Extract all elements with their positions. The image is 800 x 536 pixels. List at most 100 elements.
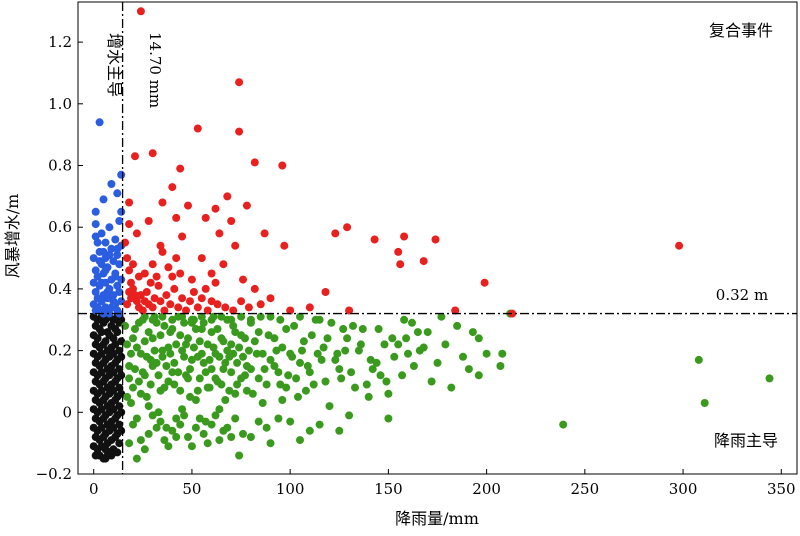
point-neither [113, 448, 122, 457]
point-rain-dominant [276, 380, 285, 389]
point-rain-dominant [184, 334, 192, 343]
point-neither [97, 423, 106, 432]
point-neither [115, 439, 124, 448]
point-neither [97, 405, 106, 414]
point-compound [675, 241, 684, 250]
point-rain-dominant [154, 371, 163, 380]
point-rain-dominant [260, 365, 269, 374]
point-neither [111, 414, 120, 423]
point-surge-dominant [95, 118, 104, 127]
point-compound [193, 124, 202, 133]
point-rain-dominant [131, 365, 139, 374]
x-tick-label: 50 [182, 480, 201, 498]
point-compound [182, 306, 190, 315]
point-rain-dominant [453, 321, 462, 330]
point-rain-dominant [174, 368, 183, 377]
point-rain-dominant [131, 325, 139, 333]
point-rain-dominant [368, 365, 377, 374]
point-rain-dominant [170, 380, 179, 389]
point-rain-dominant [211, 411, 220, 420]
point-surge-dominant [93, 238, 102, 247]
point-rain-dominant [317, 355, 326, 364]
rainfall-threshold-label: 14.70 mm [146, 32, 164, 108]
point-compound [321, 288, 330, 296]
point-rain-dominant [256, 312, 265, 321]
point-rain-dominant [168, 368, 177, 377]
point-compound [207, 269, 216, 278]
point-rain-dominant [189, 343, 198, 352]
point-compound [168, 272, 177, 281]
point-rain-dominant [474, 371, 483, 380]
point-rain-dominant [262, 423, 271, 432]
point-surge-dominant [107, 303, 116, 312]
point-neither [117, 408, 126, 417]
point-rain-dominant [132, 454, 141, 463]
point-rain-dominant [158, 312, 167, 321]
point-rain-dominant [129, 334, 137, 343]
point-compound [201, 213, 210, 222]
point-rain-dominant [292, 374, 301, 383]
point-rain-dominant [284, 371, 293, 380]
point-rain-dominant [419, 343, 428, 352]
point-rain-dominant [227, 315, 236, 324]
point-rain-dominant [162, 362, 171, 370]
point-rain-dominant [354, 346, 363, 355]
point-surge-dominant [99, 247, 108, 256]
point-compound [250, 158, 259, 167]
point-rain-dominant [266, 312, 275, 321]
point-compound [154, 281, 163, 290]
point-surge-dominant [89, 278, 98, 287]
y-tick-label: 1.2 [48, 33, 72, 51]
point-rain-dominant [366, 355, 375, 364]
point-rain-dominant [203, 439, 212, 448]
point-rain-dominant [186, 365, 194, 374]
point-rain-dominant [215, 352, 224, 361]
point-neither [117, 426, 126, 435]
point-compound [186, 297, 194, 306]
point-rain-dominant [233, 358, 242, 367]
plot-frame [77, 1, 798, 475]
point-surge-dominant [107, 180, 116, 188]
point-rain-dominant [337, 374, 346, 383]
point-rain-dominant [559, 420, 568, 429]
point-rain-dominant [343, 334, 352, 343]
point-compound [136, 7, 145, 16]
point-surge-dominant [115, 217, 124, 225]
point-rain-dominant [241, 334, 249, 343]
point-rain-dominant [270, 334, 279, 343]
point-compound [235, 78, 244, 87]
point-surge-dominant [97, 278, 106, 287]
point-neither [99, 358, 108, 367]
point-surge-dominant [107, 244, 116, 253]
point-rain-dominant [274, 414, 283, 423]
y-tick-label: 0.2 [48, 342, 72, 360]
point-rain-dominant [191, 325, 200, 333]
point-rain-dominant [148, 334, 157, 343]
point-rain-dominant [125, 439, 134, 448]
point-compound [235, 127, 244, 136]
point-rain-dominant [127, 399, 135, 407]
point-rain-dominant [209, 343, 218, 352]
point-rain-dominant [193, 386, 202, 395]
point-rain-dominant [148, 315, 157, 324]
point-rain-dominant [427, 377, 436, 386]
point-surge-dominant [91, 232, 100, 241]
point-rain-dominant [136, 349, 145, 358]
point-neither [97, 368, 106, 377]
point-rain-dominant [339, 325, 348, 333]
point-rain-dominant [276, 315, 285, 324]
point-compound [207, 297, 216, 306]
point-rain-dominant [296, 358, 304, 367]
point-rain-dominant [290, 321, 299, 330]
point-neither [115, 420, 124, 429]
point-neither [109, 368, 118, 377]
point-rain-dominant [178, 405, 187, 414]
point-surge-dominant [117, 207, 126, 216]
point-rain-dominant [254, 374, 263, 383]
point-surge-dominant [117, 170, 126, 179]
point-rain-dominant [156, 417, 165, 426]
point-rain-dominant [382, 377, 391, 386]
x-tick-label: 150 [374, 480, 403, 498]
point-rain-dominant [351, 383, 359, 392]
point-compound [123, 254, 132, 263]
